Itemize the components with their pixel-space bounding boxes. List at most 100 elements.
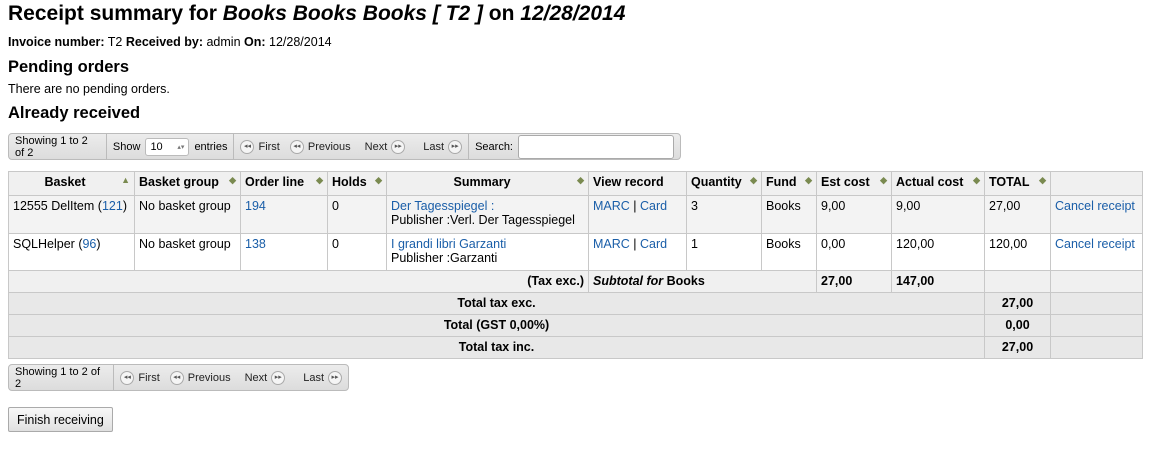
entries-label: entries xyxy=(194,140,228,153)
show-label: Show xyxy=(112,140,141,153)
actual-cell: 120,00 xyxy=(891,233,985,271)
previous-link[interactable]: Previous xyxy=(307,140,351,153)
qty-cell: 3 xyxy=(686,195,762,234)
total-value: 27,00 xyxy=(984,292,1051,315)
sort-icon: ◆ xyxy=(1039,175,1046,185)
title-link[interactable]: I grandi libri Garzanti xyxy=(391,237,507,251)
table-row: 12555 DelItem (121) No basket group 194 … xyxy=(8,195,1143,234)
next-icon[interactable]: ▸▸ xyxy=(271,370,286,385)
summary-cell: Der Tagesspiegel : Publisher :Verl. Der T… xyxy=(386,195,589,234)
summary-cell: I grandi libri Garzanti Publisher :Garzan… xyxy=(386,233,589,271)
card-link[interactable]: Card xyxy=(640,237,668,251)
basket-link[interactable]: 121 xyxy=(101,199,123,213)
total-cell: 27,00 xyxy=(984,195,1051,234)
sort-icon: ◆ xyxy=(577,175,584,185)
cancel-receipt-link[interactable]: Cancel receipt xyxy=(1055,237,1135,251)
first-icon[interactable]: ◂◂ xyxy=(120,370,135,385)
col-basket[interactable]: Basket ▲ xyxy=(8,171,135,196)
col-holds[interactable]: Holds ◆ xyxy=(327,171,387,196)
total-value: 0,00 xyxy=(984,314,1051,337)
card-link[interactable]: Card xyxy=(640,199,668,213)
col-order-line[interactable]: Order line ◆ xyxy=(240,171,328,196)
marc-link[interactable]: MARC xyxy=(593,237,630,251)
tax-exc-label: (Tax exc.) xyxy=(8,270,589,293)
basket-cell: 12555 DelItem (121) xyxy=(8,195,135,234)
total-label: Total tax inc. xyxy=(8,336,985,359)
col-est-cost[interactable]: Est cost ◆ xyxy=(816,171,892,196)
col-basket-group[interactable]: Basket group ◆ xyxy=(134,171,241,196)
previous-icon[interactable]: ◂◂ xyxy=(169,370,184,385)
finish-receiving-button[interactable]: Finish receiving xyxy=(8,407,113,432)
last-icon[interactable]: ▸▸ xyxy=(448,139,463,154)
col-total[interactable]: TOTAL ◆ xyxy=(984,171,1051,196)
col-fund[interactable]: Fund ◆ xyxy=(761,171,817,196)
order-link[interactable]: 138 xyxy=(245,237,266,251)
basket-cell: SQLHelper (96) xyxy=(8,233,135,271)
previous-link[interactable]: Previous xyxy=(187,371,231,384)
view-record-cell: MARC | Card xyxy=(588,195,687,234)
sort-icon: ◆ xyxy=(750,175,757,185)
total-row: Total tax exc. 27,00 xyxy=(8,292,1143,315)
order-link[interactable]: 194 xyxy=(245,199,266,213)
receipt-info: Invoice number: T2 Received by: admin On… xyxy=(8,35,332,49)
previous-icon[interactable]: ◂◂ xyxy=(289,139,304,154)
sort-icon: ◆ xyxy=(805,175,812,185)
cancel-receipt-link[interactable]: Cancel receipt xyxy=(1055,199,1135,213)
empty-cell xyxy=(1050,270,1143,293)
total-row: Total (GST 0,00%) 0,00 xyxy=(8,314,1143,337)
empty-cell xyxy=(1050,336,1143,359)
header-row: Basket ▲ Basket group ◆ Order line ◆ Holds ◆… xyxy=(8,171,1143,196)
est-cell: 9,00 xyxy=(816,195,892,234)
pending-heading: Pending orders xyxy=(8,58,130,76)
bottom-pager: Showing 1 to 2 of 2 ◂◂ First ◂◂ Previous N… xyxy=(8,364,349,391)
marc-link[interactable]: MARC xyxy=(593,199,630,213)
first-link[interactable]: First xyxy=(138,371,160,384)
holds-cell: 0 xyxy=(327,233,387,271)
title-link[interactable]: Der Tagesspiegel : xyxy=(391,199,495,213)
next-link[interactable]: Next xyxy=(244,371,268,384)
empty-cell xyxy=(1050,314,1143,337)
col-quantity[interactable]: Quantity ◆ xyxy=(686,171,762,196)
last-icon[interactable]: ▸▸ xyxy=(328,370,342,385)
holds-cell: 0 xyxy=(327,195,387,234)
empty-cell xyxy=(984,270,1051,293)
last-link[interactable]: Last xyxy=(303,371,324,384)
fund-cell: Books xyxy=(761,233,817,271)
view-record-cell: MARC | Card xyxy=(588,233,687,271)
sort-icon: ◆ xyxy=(375,175,382,185)
pending-empty: There are no pending orders. xyxy=(8,82,170,96)
action-cell: Cancel receipt xyxy=(1050,233,1143,271)
showing-info: Showing 1 to 2 of 2 xyxy=(15,134,88,159)
total-row: Total tax inc. 27,00 xyxy=(8,336,1143,359)
order-cell: 194 xyxy=(240,195,328,234)
sort-icon: ◆ xyxy=(880,175,887,185)
total-label: Total (GST 0,00%) xyxy=(8,314,985,337)
first-icon[interactable]: ◂◂ xyxy=(240,139,255,154)
next-link[interactable]: Next xyxy=(364,140,388,153)
received-table: Basket ▲ Basket group ◆ Order line ◆ Holds ◆… xyxy=(8,171,1143,359)
last-link[interactable]: Last xyxy=(423,140,445,153)
table-row: SQLHelper (96) No basket group 138 0 I g… xyxy=(8,233,1143,271)
top-pager: Showing 1 to 2 of 2 Show 10 ▴▾ entries ◂◂ Fi… xyxy=(8,133,681,160)
total-cell: 120,00 xyxy=(984,233,1051,271)
subtotal-est: 27,00 xyxy=(816,270,892,293)
total-label: Total tax exc. xyxy=(8,292,985,315)
subtotal-actual: 147,00 xyxy=(891,270,985,293)
entries-select[interactable]: 10 ▴▾ xyxy=(145,137,190,156)
received-heading: Already received xyxy=(8,104,141,122)
fund-cell: Books xyxy=(761,195,817,234)
basket-link[interactable]: 96 xyxy=(82,237,97,251)
sort-icon: ◆ xyxy=(316,175,323,185)
search-input[interactable] xyxy=(518,134,674,159)
subtotal-row: (Tax exc.) Subtotal for Books 27,00 147,… xyxy=(8,270,1143,293)
col-summary[interactable]: Summary ◆ xyxy=(386,171,589,196)
actual-cell: 9,00 xyxy=(891,195,985,234)
sort-icon: ◆ xyxy=(973,175,980,185)
sort-asc-icon: ▲ xyxy=(121,175,130,185)
next-icon[interactable]: ▸▸ xyxy=(391,139,406,154)
showing-info: Showing 1 to 2 of 2 xyxy=(15,365,101,390)
col-actual-cost[interactable]: Actual cost ◆ xyxy=(891,171,985,196)
qty-cell: 1 xyxy=(686,233,762,271)
first-link[interactable]: First xyxy=(258,140,280,153)
order-cell: 138 xyxy=(240,233,328,271)
